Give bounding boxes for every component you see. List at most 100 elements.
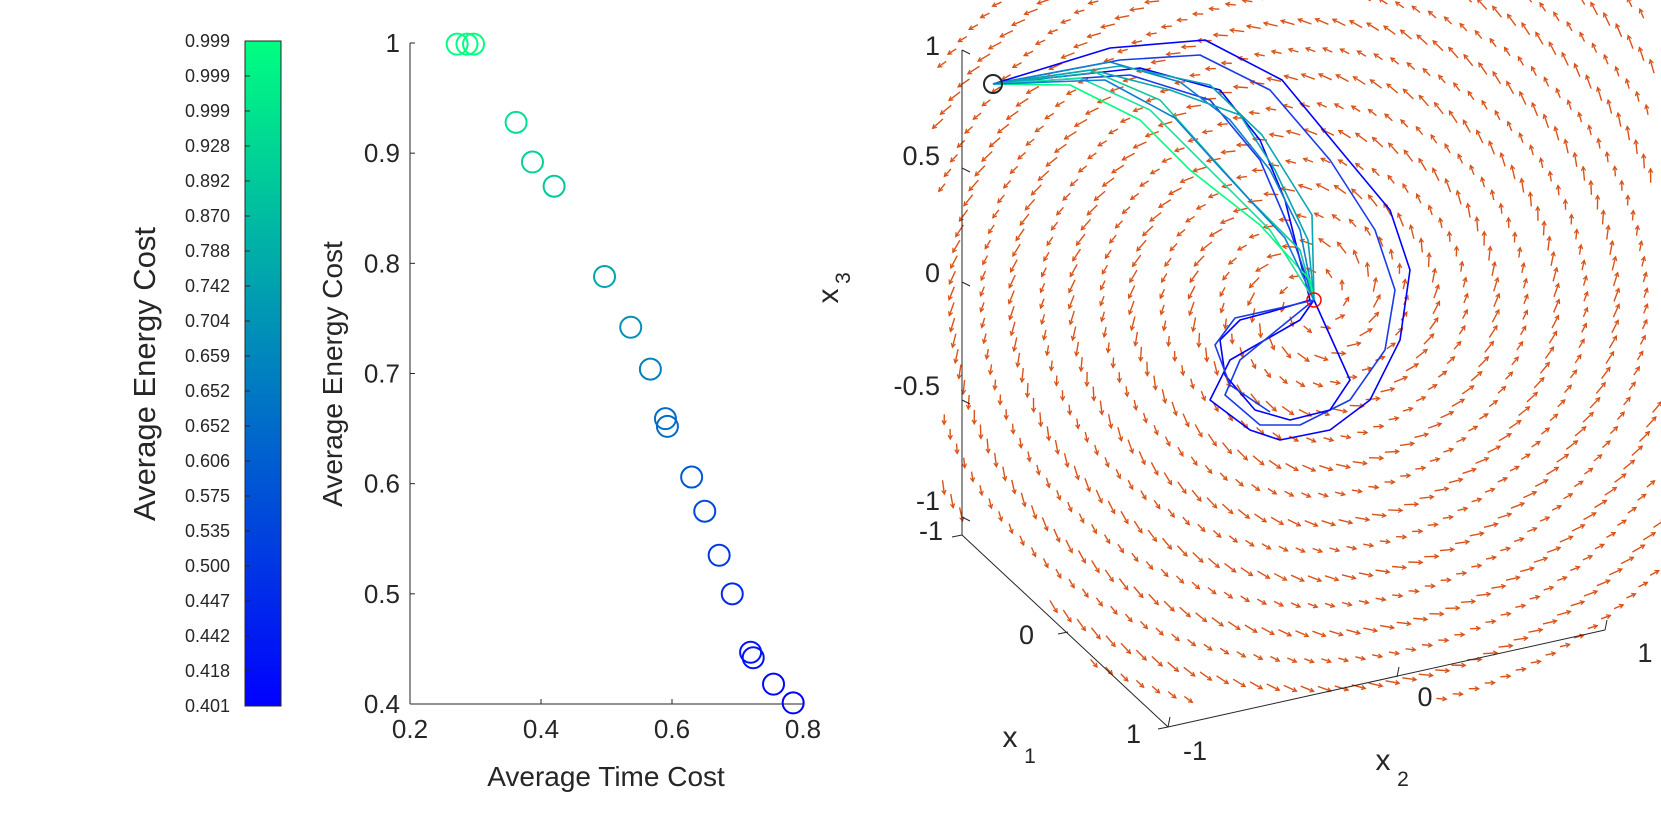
quiver-arrow-head [1213,406,1219,413]
axis-3d-line [961,534,1169,728]
quiver-arrow [1240,567,1254,577]
quiver-arrow-shaft [1043,251,1050,262]
quiver-arrow [1120,510,1129,525]
quiver-arrow [1150,59,1166,65]
quiver-arrow [1076,618,1087,632]
quiver-arrow-head [1091,396,1097,402]
quiver-arrow [1573,480,1584,488]
quiver-arrow-head [1123,676,1129,682]
quiver-arrow [1101,264,1109,275]
quiver-arrow-shaft [1353,250,1360,264]
quiver-arrow-head [1422,67,1428,74]
quiver-arrow-head [1040,319,1046,326]
quiver-arrow-head [1434,553,1440,560]
quiver-arrow-shaft [1492,5,1502,18]
quiver-arrow-shaft [1574,354,1582,364]
quiver-arrow-head [1418,559,1424,565]
quiver-arrow [1603,53,1609,65]
quiver-arrow-shaft [1301,492,1311,498]
quiver-arrow-head [1458,691,1464,697]
quiver-arrow [1566,21,1573,32]
quiver-arrow-head [1108,576,1114,583]
quiver-arrow-head [1011,346,1018,353]
quiver-arrow [1585,74,1592,89]
quiver-arrow-shaft [964,125,974,134]
quiver-arrow [1104,457,1110,468]
quiver-arrow-shaft [1366,22,1380,32]
quiver-arrow [1303,325,1313,334]
quiver-arrow [1373,53,1383,61]
quiver-arrow-head [1034,40,1041,46]
quiver-arrow-shaft [1298,18,1312,25]
quiver-arrow-head [1478,61,1484,68]
quiver-arrow [1119,117,1131,124]
quiver-arrow-head [1157,661,1164,667]
quiver-arrow [1388,248,1395,260]
quiver-arrow-shaft [1491,261,1496,276]
quiver-arrow-head [1200,526,1206,533]
quiver-arrow [1005,110,1019,120]
quiver-arrow [1578,338,1585,349]
quiver-arrow-head [948,326,955,333]
quiver-arrow [1462,119,1471,133]
quiver-arrow-shaft [1140,490,1147,500]
quiver-arrow-shaft [1290,574,1305,582]
quiver-arrow-shaft [1135,649,1147,661]
quiver-arrow-head [1448,447,1455,453]
quiver-arrow-head [1390,479,1396,485]
quiver-arrow-shaft [1402,183,1409,193]
quiver-arrow-head [1528,144,1535,150]
quiver-arrow [1314,17,1329,25]
quiver-arrow-shaft [1104,57,1115,63]
quiver-arrow-head [1550,250,1556,257]
quiver-arrow [1043,251,1050,262]
quiver-arrow [1521,21,1531,36]
quiver-arrow-head [1572,151,1578,158]
quiver-arrow-shaft [1279,286,1289,295]
quiver-arrow [1191,11,1204,17]
quiver-arrow-head [1609,350,1615,357]
quiver-arrow [1337,129,1352,139]
quiver-arrow-head [1139,682,1145,689]
quiver-arrow-shaft [992,1,1002,7]
quiver-arrow [1351,488,1363,494]
quiver-arrow-shaft [1561,52,1569,66]
quiver-arrow-head [952,247,957,254]
quiver-arrow-head [1100,23,1106,30]
quiver-arrow [1389,57,1400,65]
quiver-arrow [1556,453,1570,463]
quiver-arrow-shaft [1273,572,1287,581]
quiver-arrow [1355,516,1371,522]
quiver-arrow-shaft [1131,552,1139,562]
quiver-arrow-shaft [979,485,983,496]
quiver-arrow-shaft [1181,45,1196,48]
quiver-arrow [1488,324,1498,338]
quiver-arrow-head [1480,176,1486,182]
colorbar-tick-label: 0.928 [185,136,230,156]
quiver-arrow-head [1615,287,1621,293]
quiver-arrow-shaft [1530,660,1541,664]
quiver-arrow-shaft [1256,598,1267,605]
trajectory-line [992,83,1315,301]
quiver-arrow [1429,611,1445,617]
quiver-arrow [1570,600,1586,607]
quiver-arrow-head [1375,395,1381,402]
quiver-arrow [1520,261,1526,273]
quiver-arrow [1283,684,1298,693]
quiver-arrow [1164,436,1171,447]
quiver-arrow [1142,412,1148,424]
quiver-arrow-head [1271,406,1278,412]
quiver-arrow [1115,468,1122,480]
quiver-arrow [1384,448,1401,455]
quiver-arrow [1455,539,1471,545]
quiver-arrow-shaft [1040,314,1046,325]
quiver-arrow-shaft [1049,62,1063,70]
quiver-arrow [1037,170,1050,182]
quiver-arrow-head [1552,618,1558,625]
quiver-arrow-shaft [1068,279,1076,293]
scatter-point [504,110,528,134]
quiver-arrow-head [1544,427,1551,433]
quiver-arrow-head [1500,385,1507,392]
quiver-arrow-shaft [1295,547,1306,553]
quiver-arrow [1487,245,1493,261]
